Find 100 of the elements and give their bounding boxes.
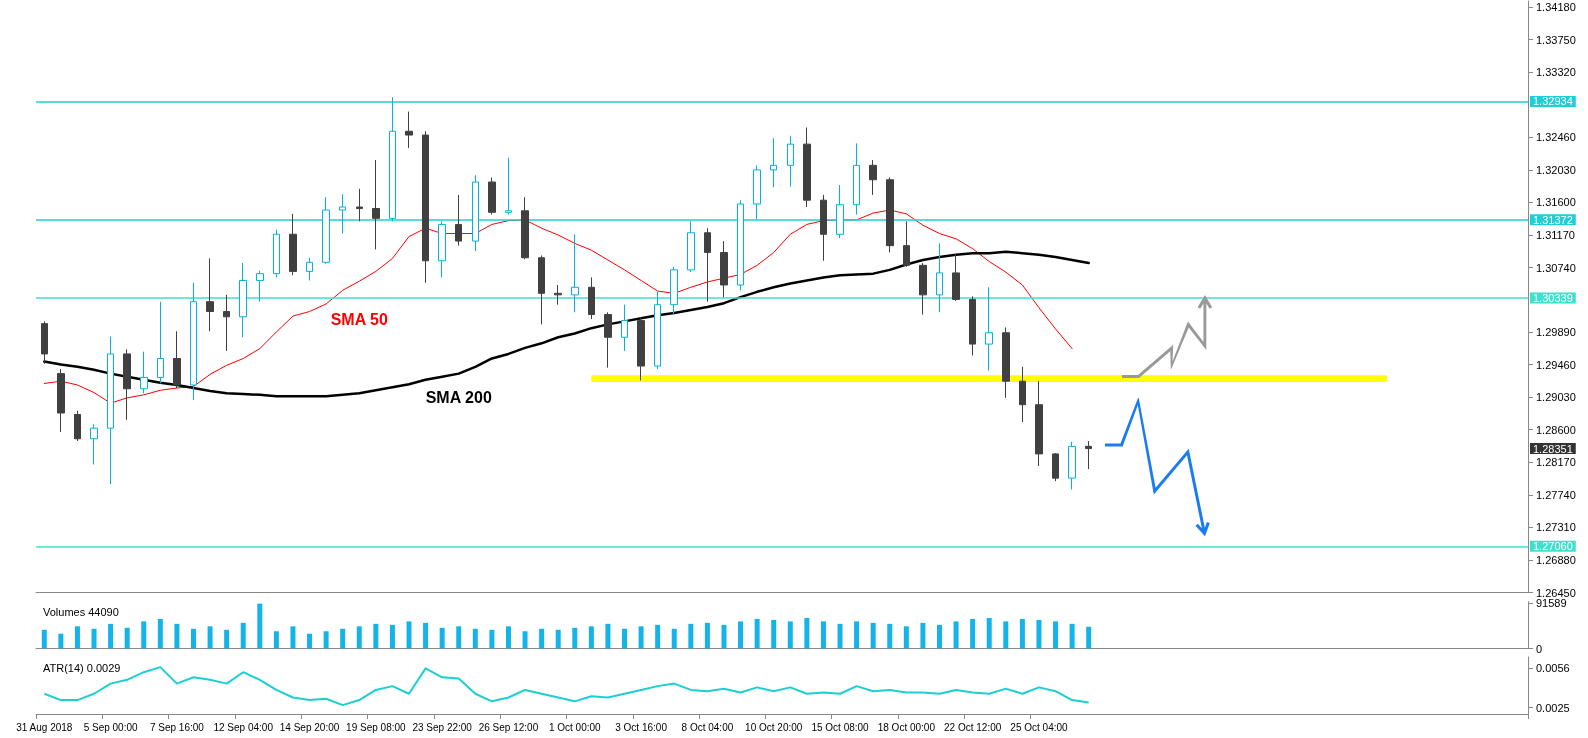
bar: [970, 618, 976, 649]
bar: [671, 628, 677, 649]
candlestick: [57, 368, 65, 433]
x-tick-label: 3 Oct 16:00: [615, 721, 668, 733]
bar: [771, 619, 777, 649]
x-tick-label: 5 Sep 00:00: [83, 721, 139, 733]
bar: [936, 624, 942, 649]
bar: [323, 631, 329, 649]
y-tick-label: 1.32460: [1536, 131, 1576, 144]
bar: [91, 628, 97, 649]
candlestick: [571, 233, 579, 313]
candlestick: [273, 229, 280, 278]
bar: [986, 617, 992, 649]
candlestick: [107, 336, 114, 485]
candlestick: [637, 317, 645, 381]
bar: [1069, 623, 1075, 649]
candlestick: [621, 304, 628, 352]
bar: [207, 626, 213, 649]
ref-line-label: 1.32934: [1533, 95, 1573, 108]
bar: [555, 629, 561, 649]
y-tick-label: 1.33320: [1536, 66, 1576, 79]
y-tick-label: 1.31170: [1536, 229, 1575, 242]
bar: [903, 626, 909, 649]
candlestick: [803, 126, 811, 208]
candlestick: [74, 410, 81, 442]
candlestick: [787, 135, 794, 188]
candlestick: [654, 291, 661, 370]
candlestick: [422, 130, 429, 284]
bar: [522, 631, 528, 649]
candlestick: [820, 194, 827, 262]
bar: [489, 629, 495, 649]
candlestick: [1068, 441, 1076, 490]
y-tick-label: 1.27740: [1536, 488, 1576, 501]
candlestick: [306, 257, 313, 281]
candlestick: [190, 282, 197, 401]
bar: [1019, 618, 1025, 649]
bar: [787, 621, 793, 649]
candlestick: [405, 111, 413, 149]
bar: [340, 628, 346, 649]
candlestick: [886, 176, 894, 253]
x-tick-label: 10 Oct 20:00: [745, 721, 803, 733]
ref-line-label: 1.27060: [1533, 540, 1573, 553]
bar: [1003, 621, 1009, 649]
bar: [622, 628, 628, 649]
bar: [157, 618, 163, 649]
bar: [240, 622, 246, 649]
y-tick-label: 0.0056: [1536, 662, 1570, 675]
bar: [356, 626, 362, 649]
y-tick-label: 1.28170: [1536, 456, 1576, 469]
bar: [854, 621, 860, 649]
candlestick: [604, 311, 612, 369]
y-tick-label: 91589: [1536, 597, 1567, 610]
candlestick: [1019, 366, 1026, 423]
bar: [472, 628, 478, 649]
bar: [1053, 621, 1059, 649]
bar: [837, 623, 843, 649]
y-tick-label: 1.34180: [1536, 1, 1576, 14]
bar: [108, 623, 114, 649]
bar: [704, 622, 710, 649]
x-tick-label: 31 Aug 2018: [16, 721, 73, 733]
candlestick: [256, 270, 264, 303]
bar: [124, 627, 130, 649]
candlestick: [919, 262, 927, 316]
candlestick: [389, 96, 396, 222]
candlestick: [157, 301, 164, 384]
candlestick: [41, 320, 48, 365]
y-tick-label: 1.29890: [1536, 325, 1576, 338]
candlestick: [239, 262, 247, 338]
candlestick: [140, 351, 148, 394]
x-tick-label: 18 Oct 00:00: [877, 721, 936, 733]
text: 1.28351: [1533, 442, 1573, 455]
candlestick: [720, 240, 728, 298]
candlestick: [173, 330, 181, 389]
candlestick: [670, 266, 678, 316]
bar: [1036, 619, 1042, 649]
x-tick-label: 23 Sep 22:00: [412, 721, 473, 733]
bar: [373, 623, 379, 649]
bar: [224, 629, 230, 649]
bar: [190, 628, 196, 649]
candlestick: [836, 184, 844, 239]
y-tick-label: 0: [1536, 642, 1543, 655]
candlestick: [1085, 440, 1092, 470]
line-series: [43, 209, 1073, 404]
bar: [257, 603, 263, 649]
candlestick: [588, 276, 595, 320]
bar: [655, 624, 661, 649]
candlestick: [1002, 326, 1010, 399]
y-tick-label: 1.32030: [1536, 163, 1576, 176]
y-tick-label: 1.33750: [1536, 33, 1576, 46]
candlestick: [853, 142, 860, 216]
bar: [41, 629, 47, 649]
x-tick-label: 25 Oct 04:00: [1010, 721, 1069, 733]
candlestick: [869, 159, 877, 196]
candlestick: [339, 193, 346, 235]
y-tick-label: 1.29460: [1536, 358, 1576, 371]
bar: [456, 626, 462, 649]
bar: [290, 626, 296, 649]
bar: [389, 624, 395, 649]
bar: [58, 633, 64, 649]
bar: [870, 622, 876, 649]
